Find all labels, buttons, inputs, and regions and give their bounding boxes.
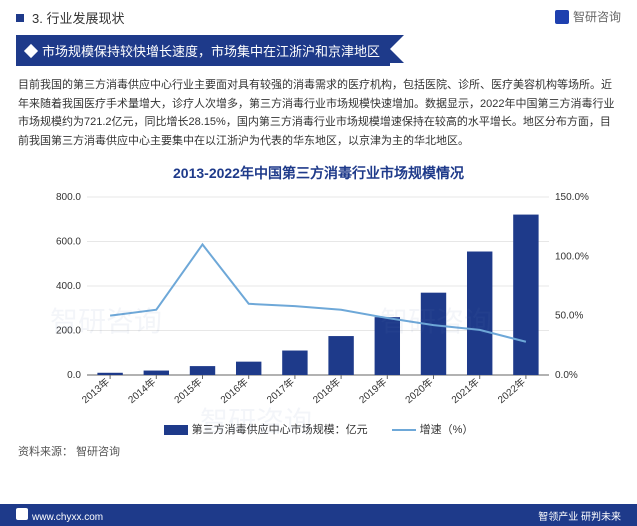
- section-label: 3. 行业发展现状: [32, 8, 124, 27]
- brand-top: 智研咨询: [555, 8, 621, 25]
- svg-text:50.0%: 50.0%: [555, 310, 583, 321]
- ribbon-text: 市场规模保持较快增长速度，市场集中在江浙沪和京津地区: [42, 41, 380, 60]
- svg-text:2021年: 2021年: [448, 375, 481, 406]
- svg-text:2013年: 2013年: [78, 375, 111, 406]
- svg-text:100.0%: 100.0%: [555, 251, 589, 262]
- svg-text:2020年: 2020年: [402, 375, 435, 406]
- legend-line-label: 增速（%）: [420, 424, 474, 436]
- legend-bar-swatch: [164, 425, 188, 435]
- legend-bar: 第三方消毒供应中心市场规模：亿元: [164, 421, 368, 437]
- svg-text:2015年: 2015年: [171, 375, 204, 406]
- legend: 第三方消毒供应中心市场规模：亿元 增速（%）: [0, 421, 637, 437]
- footer-logo-icon: [16, 508, 28, 520]
- section-header: 3. 行业发展现状: [0, 0, 637, 31]
- header-bullet: [16, 14, 24, 22]
- chart-area: 0.0 200.0 400.0 600.0 800.0 0.0% 50.0% 100.0% 15…: [39, 187, 599, 417]
- source: 资料来源： 智研咨询: [0, 437, 637, 459]
- svg-text:2018年: 2018年: [309, 375, 342, 406]
- svg-text:800.0: 800.0: [55, 192, 80, 203]
- footer-left: www.chyxx.com: [16, 508, 103, 523]
- legend-line-swatch: [392, 429, 416, 431]
- brand-logo-icon: [555, 10, 569, 24]
- chart-svg: 0.0 200.0 400.0 600.0 800.0 0.0% 50.0% 100.0% 15…: [39, 187, 599, 417]
- svg-text:2016年: 2016年: [217, 375, 250, 406]
- svg-text:0.0: 0.0: [67, 370, 81, 381]
- legend-bar-label: 第三方消毒供应中心市场规模：亿元: [192, 424, 368, 436]
- source-value: 智研咨询: [76, 446, 120, 458]
- svg-text:2019年: 2019年: [356, 375, 389, 406]
- svg-text:200.0: 200.0: [55, 325, 80, 336]
- svg-text:600.0: 600.0: [55, 236, 80, 247]
- footer-right: 智领产业 研判未来: [538, 508, 621, 523]
- footer-url: www.chyxx.com: [32, 512, 103, 523]
- source-label: 资料来源：: [18, 446, 73, 458]
- legend-line: 增速（%）: [392, 421, 474, 437]
- svg-text:0.0%: 0.0%: [555, 370, 578, 381]
- body-text: 目前我国的第三方消毒供应中心行业主要面对具有较强的消毒需求的医疗机构，包括医院、…: [0, 66, 637, 157]
- diamond-icon: [24, 43, 38, 57]
- svg-text:150.0%: 150.0%: [555, 192, 589, 203]
- svg-text:400.0: 400.0: [55, 281, 80, 292]
- svg-text:2017年: 2017年: [263, 375, 296, 406]
- svg-text:2022年: 2022年: [494, 375, 527, 406]
- svg-text:2014年: 2014年: [125, 375, 158, 406]
- chart-title: 2013-2022年中国第三方消毒行业市场规模情况: [0, 163, 637, 183]
- footer: www.chyxx.com 智领产业 研判未来: [0, 504, 637, 526]
- ribbon: 市场规模保持较快增长速度，市场集中在江浙沪和京津地区: [16, 35, 390, 66]
- brand-name: 智研咨询: [573, 8, 621, 25]
